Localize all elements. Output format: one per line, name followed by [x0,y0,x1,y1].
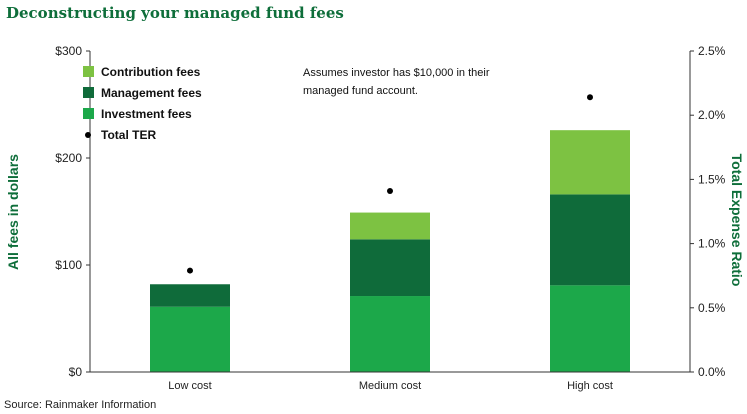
bar-contribution-fees [350,212,430,240]
ter-point [587,94,593,101]
legend-swatch [83,87,94,98]
chart-title: Deconstructing your managed fund fees [6,4,344,22]
ter-point [387,187,393,194]
y-tick-label: $200 [55,151,82,165]
annotation-text: Assumes investor has $10,000 in their [303,67,490,79]
bar-management-fees [350,239,430,297]
y-tick-label: $0 [69,365,83,379]
bar-management-fees [150,284,230,307]
y2-tick-label: 0.0% [698,365,726,379]
y-tick-label: $300 [55,44,82,58]
x-tick-label: Medium cost [359,380,421,392]
y2-axis-label: Total Expense Ratio [729,154,745,287]
y2-tick-label: 1.5% [698,172,726,186]
annotation-text: managed fund account. [303,85,418,97]
y2-tick-label: 1.0% [698,237,726,251]
x-tick-label: High cost [567,380,613,392]
y-tick-label: $100 [55,258,82,272]
legend-label: Investment fees [101,107,192,121]
legend-dot [85,132,91,138]
y-axis-label: All fees in dollars [5,154,21,270]
source-note: Source: Rainmaker Information [4,399,157,411]
bar-contribution-fees [550,130,630,195]
y2-tick-label: 2.5% [698,44,726,58]
legend-label: Management fees [101,86,202,100]
y2-tick-label: 0.5% [698,301,726,315]
bar-investment-fees [350,296,430,372]
legend-label: Contribution fees [101,65,201,79]
y2-tick-label: 2.0% [698,108,726,122]
legend-label: Total TER [101,128,156,142]
bar-investment-fees [150,306,230,372]
x-tick-label: Low cost [168,380,211,392]
bar-investment-fees [550,285,630,372]
bar-management-fees [550,194,630,286]
legend-swatch [83,108,94,119]
ter-point [187,267,193,274]
legend-swatch [83,66,94,77]
